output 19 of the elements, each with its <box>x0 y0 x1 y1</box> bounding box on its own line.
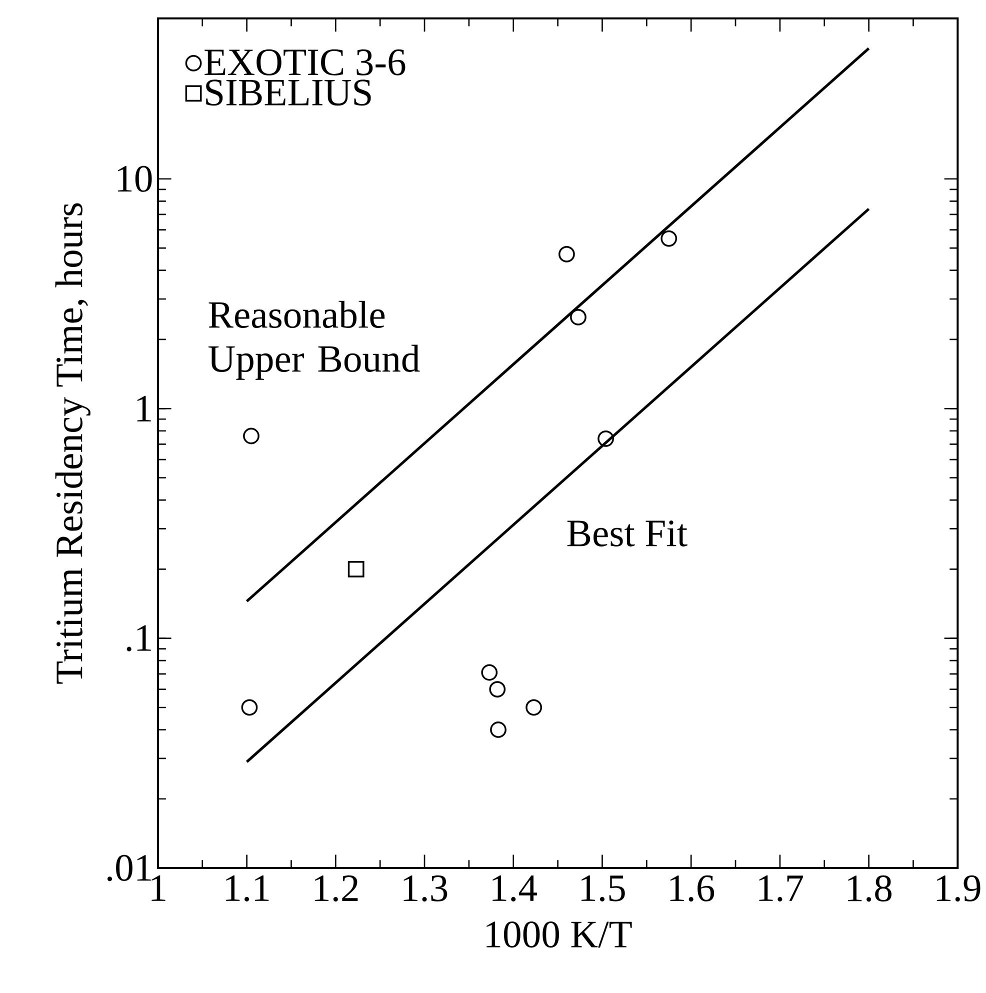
x-tick-label: 1.2 <box>314 875 358 902</box>
x-tick-label: 1.7 <box>759 875 803 902</box>
y-tick-label: 10 <box>118 166 152 192</box>
legend-label: Reasonable Upper Bound <box>208 300 420 380</box>
x-tick-label: 1.4 <box>492 875 537 902</box>
x-tick-label: 1.5 <box>581 875 625 902</box>
y-tick-label: 1 <box>137 396 151 422</box>
x-tick-label: 1.3 <box>404 875 448 902</box>
x-tick-label: 1.9 <box>936 875 980 902</box>
legend-label: EXOTIC 3-6 <box>204 49 406 76</box>
x-axis-title: 1000 K/T <box>486 921 632 948</box>
x-tick-label: 1.8 <box>848 875 892 902</box>
legend-label: SIBELIUS <box>206 80 371 106</box>
x-tick-label: 1.1 <box>226 875 269 902</box>
y-tick-label: .01 <box>107 854 151 882</box>
y-axis-title: Tritium Residency Time, hours <box>55 203 90 684</box>
series-label: Best Fit <box>567 520 688 546</box>
y-tick-label: .1 <box>126 625 151 652</box>
x-tick-label: 1.6 <box>670 875 714 902</box>
